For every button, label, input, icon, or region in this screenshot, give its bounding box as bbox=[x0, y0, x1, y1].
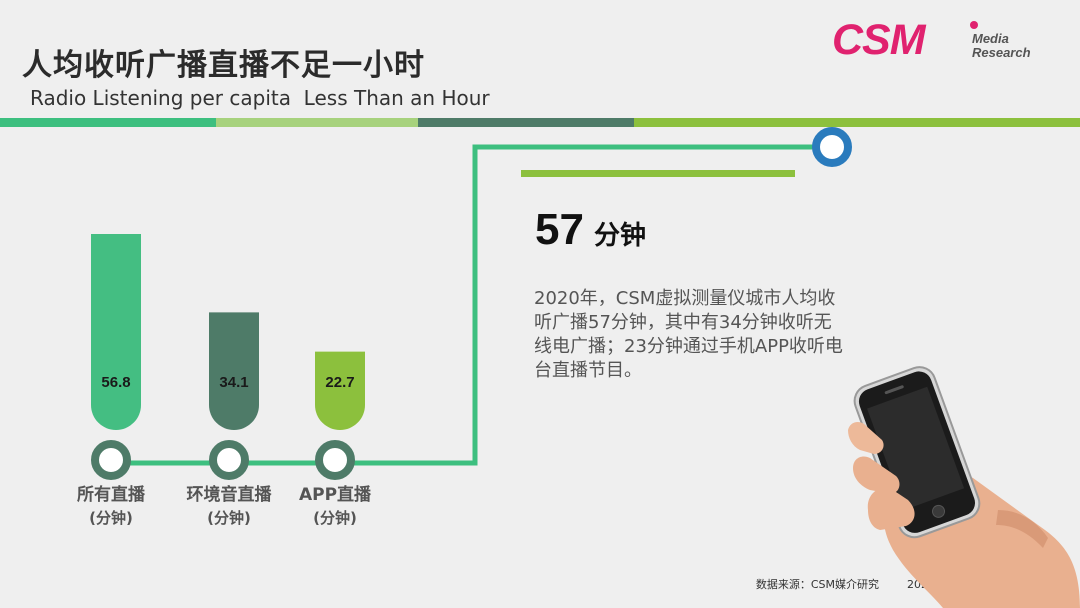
color-band-2 bbox=[216, 118, 418, 127]
connector-line bbox=[110, 144, 832, 466]
category-unit-label: (分钟) bbox=[89, 509, 133, 527]
logo-sub-media: Media bbox=[972, 31, 1009, 46]
bar-3 bbox=[315, 351, 365, 430]
hand-holding-phone-icon bbox=[848, 366, 1080, 608]
category-unit-label: (分钟) bbox=[207, 509, 251, 527]
bar-1 bbox=[91, 234, 141, 430]
logo-sub-research: Research bbox=[972, 45, 1031, 60]
logo-subtitle: Media Research bbox=[972, 32, 1031, 60]
bar-value-label: 56.8 bbox=[101, 374, 130, 391]
page-title: 人均收听广播直播不足一小时 bbox=[22, 48, 425, 83]
logo-dot bbox=[970, 21, 978, 29]
bar-value-label: 34.1 bbox=[219, 374, 248, 391]
end-node-icon bbox=[812, 127, 852, 167]
highlight-description: 2020年，CSM虚拟测量仪城市人均收听广播57分钟，其中有34分钟收听无线电广… bbox=[534, 288, 843, 381]
accent-bar bbox=[521, 170, 795, 177]
category-label: APP直播 bbox=[299, 484, 372, 505]
page-subtitle: Radio Listening per capita Less Than an … bbox=[30, 86, 490, 110]
csm-logo: CSM Media Research bbox=[832, 18, 1047, 66]
color-band-3 bbox=[418, 118, 634, 127]
logo-brand: CSM bbox=[832, 16, 926, 64]
category-node-icon bbox=[209, 440, 249, 480]
bar-value-label: 22.7 bbox=[325, 374, 354, 391]
highlight-unit: 分钟 bbox=[593, 221, 646, 251]
category-label: 环境音直播 bbox=[187, 484, 273, 505]
bar-2 bbox=[209, 312, 259, 430]
category-unit-label: (分钟) bbox=[313, 509, 357, 527]
color-band-1 bbox=[0, 118, 216, 127]
color-band-4 bbox=[634, 118, 1080, 127]
category-node-icon bbox=[315, 440, 355, 480]
highlight-value: 57 bbox=[535, 205, 584, 254]
category-node-icon bbox=[91, 440, 131, 480]
highlight-stat: 57 分钟 bbox=[535, 205, 646, 255]
category-label: 所有直播 bbox=[77, 484, 146, 505]
